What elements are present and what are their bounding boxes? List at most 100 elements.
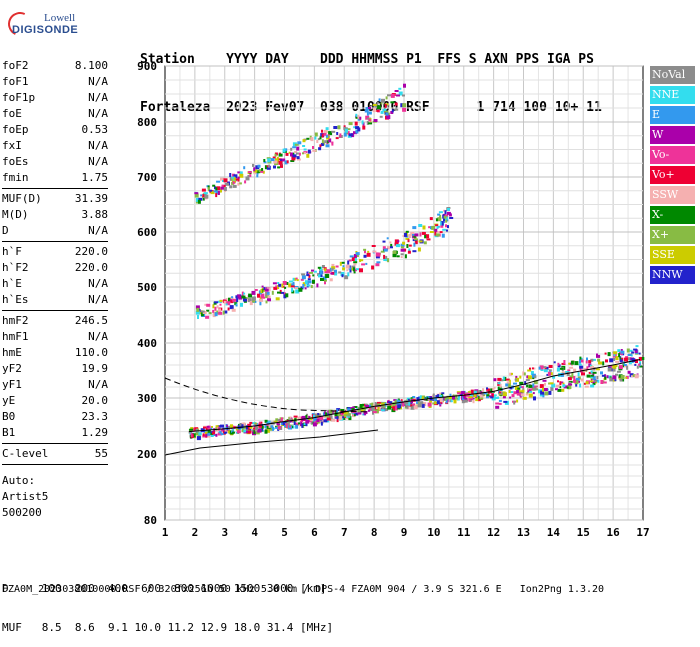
x-tick-label: 14 — [547, 526, 561, 539]
echo-point — [468, 396, 473, 399]
echo-point — [443, 215, 447, 219]
echo-point — [586, 374, 591, 378]
echo-point — [351, 257, 355, 261]
param-value: N/A — [88, 155, 108, 168]
echo-point — [515, 377, 519, 382]
echo-point — [490, 388, 495, 392]
echo-point — [241, 291, 244, 296]
echo-point — [394, 90, 399, 92]
echo-point — [296, 279, 299, 282]
echo-point — [195, 201, 198, 204]
echo-point — [200, 310, 205, 313]
echo-point — [217, 191, 220, 195]
echo-point — [336, 412, 341, 417]
echo-point — [264, 429, 268, 434]
echo-point — [447, 208, 450, 211]
echo-point — [440, 223, 444, 228]
echo-point — [329, 278, 333, 282]
echo-point — [491, 396, 496, 401]
echo-point — [312, 146, 314, 149]
echo-point — [263, 287, 266, 291]
echo-point — [380, 402, 385, 405]
echo-point — [429, 217, 433, 221]
echo-point — [282, 281, 287, 285]
echo-point — [272, 156, 276, 159]
echo-point — [254, 422, 258, 425]
param-value: 19.9 — [81, 362, 109, 375]
echo-point — [275, 285, 278, 288]
echo-point — [636, 365, 639, 369]
param-value: N/A — [88, 107, 108, 120]
echo-point — [412, 396, 416, 398]
echo-point — [257, 293, 260, 298]
echo-point — [513, 391, 518, 395]
echo-point — [342, 267, 346, 271]
echo-point — [353, 261, 358, 264]
echo-point — [594, 380, 597, 383]
echo-point — [588, 360, 592, 364]
echo-point — [383, 254, 386, 259]
param-label: hmF2 — [2, 314, 29, 327]
echo-point — [335, 265, 339, 268]
ionogram-plot: 1 2 3 4 5 6 7 8 9 10 11 12 13 14 15 16 17802003004005006… — [137, 60, 650, 539]
echo-point — [312, 274, 315, 277]
echo-point — [287, 421, 290, 425]
echo-point — [232, 184, 237, 188]
echo-point — [368, 119, 372, 122]
echo-point — [571, 363, 573, 366]
param-label: B1 — [2, 426, 16, 439]
echo-point — [338, 271, 342, 274]
echo-point — [503, 400, 508, 403]
echo-point — [341, 274, 344, 278]
echo-point — [198, 197, 203, 201]
echo-point — [325, 412, 328, 416]
echo-point — [321, 265, 325, 268]
echo-point — [353, 131, 357, 135]
echo-point — [619, 357, 622, 361]
dashed-profile-line — [164, 377, 371, 413]
echo-point — [448, 396, 452, 400]
echo-point — [404, 254, 407, 259]
x-tick-label: 9 — [401, 526, 408, 539]
echo-point — [210, 191, 215, 195]
param-value: 31.39 — [74, 192, 108, 205]
echo-point — [278, 160, 283, 165]
echo-point — [383, 258, 388, 261]
legend-ssw: SSW — [650, 186, 695, 204]
echo-point — [255, 426, 259, 431]
echo-point — [346, 416, 351, 420]
echo-point — [306, 284, 311, 287]
echo-point — [301, 273, 306, 276]
echo-point — [237, 182, 240, 186]
echo-point — [521, 389, 525, 393]
echo-point — [546, 366, 549, 370]
echo-point — [549, 372, 553, 376]
echo-point — [264, 419, 268, 423]
echo-point — [365, 403, 369, 406]
echo-point — [421, 231, 426, 235]
echo-point — [516, 392, 521, 396]
logo-digisonde: DIGISONDE — [12, 24, 79, 36]
echo-point — [389, 241, 392, 244]
echo-point — [590, 377, 594, 380]
echo-point — [315, 416, 319, 421]
echo-point — [236, 430, 241, 434]
echo-point — [261, 296, 266, 299]
echo-point — [237, 176, 240, 179]
echo-point — [260, 425, 264, 429]
echo-point — [363, 248, 367, 251]
param-value: N/A — [88, 75, 108, 88]
echo-point — [232, 181, 235, 185]
echo-point — [278, 153, 283, 157]
divider — [2, 310, 108, 311]
echo-point — [575, 382, 578, 387]
echo-point — [367, 117, 372, 120]
echo-point — [573, 368, 577, 372]
echo-point — [289, 416, 292, 419]
echo-point — [357, 408, 360, 413]
echo-point — [380, 409, 385, 412]
echo-point — [355, 126, 360, 130]
echo-point — [288, 283, 292, 288]
param-row: foF1p N/A — [2, 90, 108, 106]
echo-point — [604, 374, 607, 379]
